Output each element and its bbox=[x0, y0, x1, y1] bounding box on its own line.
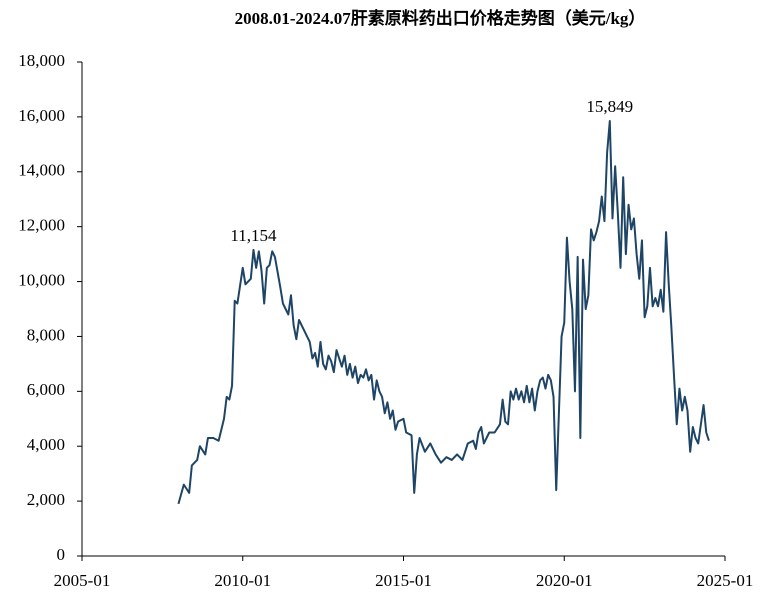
y-tick-label: 6,000 bbox=[27, 380, 65, 399]
y-tick-label: 10,000 bbox=[18, 270, 65, 289]
y-tick-label: 8,000 bbox=[27, 325, 65, 344]
x-tick-label: 2020-01 bbox=[536, 571, 593, 590]
x-tick-label: 2015-01 bbox=[375, 571, 432, 590]
y-tick-label: 16,000 bbox=[18, 106, 65, 125]
x-tick-label: 2025-01 bbox=[697, 571, 754, 590]
y-tick-label: 14,000 bbox=[18, 161, 65, 180]
peak-label: 11,154 bbox=[230, 226, 277, 245]
y-tick-label: 4,000 bbox=[27, 435, 65, 454]
peak-label: 15,849 bbox=[586, 97, 633, 116]
x-tick-label: 2010-01 bbox=[214, 571, 271, 590]
x-tick-label: 2005-01 bbox=[54, 571, 111, 590]
price-line bbox=[177, 120, 710, 505]
y-tick-label: 0 bbox=[57, 545, 66, 564]
y-tick-label: 12,000 bbox=[18, 216, 65, 235]
y-tick-label: 18,000 bbox=[18, 51, 65, 70]
y-tick-label: 2,000 bbox=[27, 490, 65, 509]
chart-title: 2008.01-2024.07肝素原料药出口价格走势图（美元/kg） bbox=[235, 8, 646, 28]
